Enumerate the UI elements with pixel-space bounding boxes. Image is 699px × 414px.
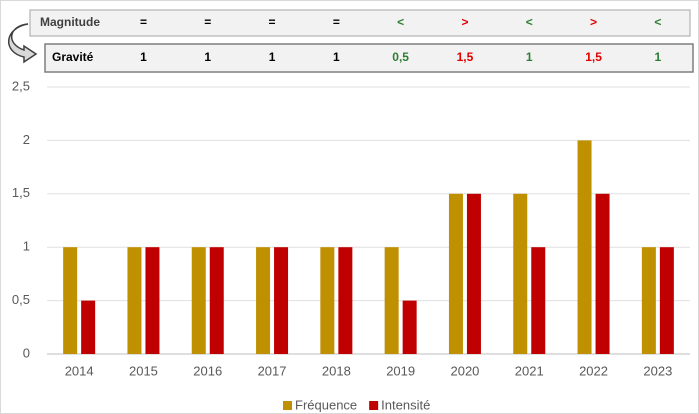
bar [402, 300, 417, 354]
magnitude-row-box [29, 9, 691, 37]
legend-label: Fréquence [295, 397, 357, 412]
table-cell: 1 [333, 50, 340, 64]
legend-swatch [283, 401, 292, 410]
y-tick-label: 2,5 [12, 78, 30, 93]
curved-arrow [7, 23, 38, 64]
x-tick-label: 2018 [322, 363, 351, 378]
table-cell: = [269, 15, 276, 29]
bar [641, 247, 656, 354]
table-cell: 1 [655, 50, 662, 64]
bar [127, 247, 142, 354]
table-cell: 1,5 [457, 50, 474, 64]
bar [577, 140, 592, 354]
table-cell: > [461, 15, 468, 29]
bar [191, 247, 206, 354]
bar [81, 300, 96, 354]
table-cell: 1,5 [585, 50, 602, 64]
y-tick-label: 1 [23, 239, 30, 254]
table-cell: 1 [269, 50, 276, 64]
bar [145, 247, 160, 354]
x-tick-label: 2022 [579, 363, 608, 378]
y-tick-label: 0,5 [12, 292, 30, 307]
x-tick-label: 2017 [258, 363, 287, 378]
legend-swatch [369, 401, 379, 410]
x-tick-label: 2016 [193, 363, 222, 378]
table-cell: < [397, 15, 404, 29]
bar [531, 247, 546, 354]
y-tick-label: 1,5 [12, 185, 30, 200]
x-tick-label: 2015 [129, 363, 158, 378]
table-cell: = [333, 15, 340, 29]
table-cell: 1 [204, 50, 211, 64]
row-label: Gravité [52, 50, 94, 64]
bar [384, 247, 399, 354]
bar [320, 247, 335, 354]
table-cell: 1 [140, 50, 147, 64]
gravite-row-box [44, 43, 694, 73]
x-tick-label: 2021 [515, 363, 544, 378]
y-tick-label: 0 [23, 345, 30, 360]
bar [448, 193, 463, 354]
bar [256, 247, 271, 354]
x-tick-label: 2020 [450, 363, 479, 378]
bar [513, 193, 528, 354]
table-cell: < [654, 15, 661, 29]
table-cell: 0,5 [392, 50, 409, 64]
table-cell: = [204, 15, 211, 29]
table-cell: < [526, 15, 533, 29]
row-label: Magnitude [40, 15, 100, 29]
table-cell: > [590, 15, 597, 29]
y-tick-label: 2 [23, 132, 30, 147]
bar [63, 247, 78, 354]
table-cell: = [140, 15, 147, 29]
bar [338, 247, 353, 354]
x-tick-label: 2014 [65, 363, 94, 378]
bar [595, 193, 610, 354]
bar [209, 247, 224, 354]
x-tick-label: 2023 [643, 363, 672, 378]
table-cell: 1 [526, 50, 533, 64]
bar [466, 193, 481, 354]
x-tick-label: 2019 [386, 363, 415, 378]
legend-label: Intensité [381, 397, 430, 412]
bar [274, 247, 289, 354]
bar [659, 247, 674, 354]
